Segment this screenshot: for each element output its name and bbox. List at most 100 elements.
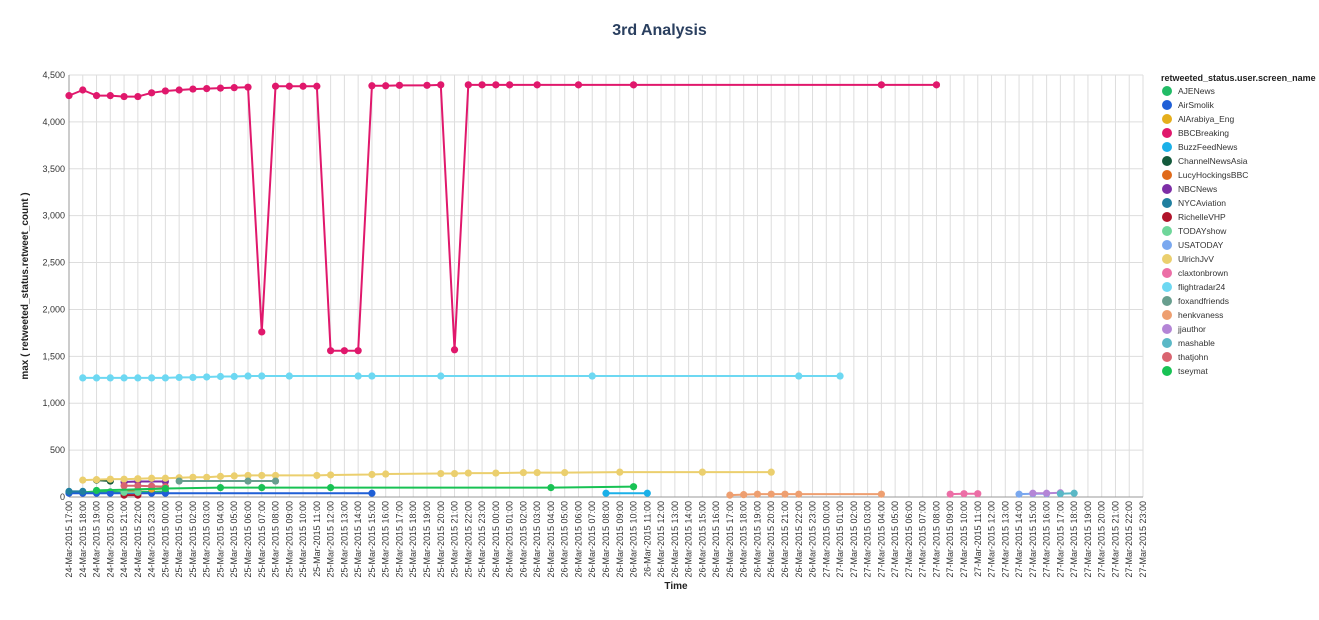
legend-item-NBCNews[interactable]: NBCNews [1162,184,1217,194]
x-tick-label: 27-Mar-2015 23:00 [1138,501,1148,578]
x-tick-label: 26-Mar-2015 21:00 [780,501,790,578]
series-flightradar24 [79,372,844,382]
x-tick-label: 26-Mar-2015 22:00 [794,501,804,578]
legend-item-AJENews[interactable]: AJENews [1162,86,1215,96]
legend-swatch [1162,128,1172,138]
x-tick-label: 26-Mar-2015 19:00 [752,501,762,578]
legend-item-foxandfriends[interactable]: foxandfriends [1162,296,1229,306]
x-tick-label: 27-Mar-2015 17:00 [1055,501,1065,578]
data-point [740,491,748,499]
data-point [616,468,624,476]
legend-item-mashable[interactable]: mashable [1162,338,1215,348]
legend-swatch [1162,170,1172,180]
data-point [588,372,596,380]
data-point [1043,489,1051,497]
series-line [124,484,166,488]
y-tick-label: 2,500 [42,258,65,268]
legend-item-BuzzFeedNews[interactable]: BuzzFeedNews [1162,142,1238,152]
x-tick-label: 27-Mar-2015 10:00 [959,501,969,578]
legend-swatch [1162,254,1172,264]
data-point [643,489,651,497]
x-tick-label: 26-Mar-2015 04:00 [546,501,556,578]
data-point [106,92,114,100]
legend-label: AirSmolik [1178,100,1215,110]
data-point [795,490,803,498]
legend-item-TODAYshow[interactable]: TODAYshow [1162,226,1227,236]
data-point [629,483,638,491]
x-tick-label: 26-Mar-2015 13:00 [670,501,680,578]
data-point [203,373,211,381]
x-tick-label: 25-Mar-2015 08:00 [271,501,281,578]
data-point [946,490,954,498]
legend-item-RichelleVHP[interactable]: RichelleVHP [1162,212,1226,222]
x-tick-label: 26-Mar-2015 15:00 [697,501,707,578]
data-point [368,470,376,479]
data-point [368,489,376,497]
legend-label: thatjohn [1178,352,1209,362]
data-point [244,477,252,485]
legend-item-LucyHockingsBBC[interactable]: LucyHockingsBBC [1162,170,1248,180]
series-BBCBreaking [65,81,941,355]
legend-item-tseymat[interactable]: tseymat [1162,366,1208,376]
data-point [354,372,362,380]
legend-item-thatjohn[interactable]: thatjohn [1162,352,1209,362]
data-point [79,487,87,495]
x-tick-label: 25-Mar-2015 21:00 [450,501,460,578]
legend-item-BBCBreaking[interactable]: BBCBreaking [1162,128,1229,138]
data-point [230,372,238,381]
data-point [726,491,734,499]
y-tick-label: 4,000 [42,117,65,127]
data-point [836,372,844,380]
data-point [506,81,514,89]
legend[interactable]: retweeted_status.user.screen_name AJENews… [1161,73,1316,376]
x-tick-label: 25-Mar-2015 22:00 [463,501,473,578]
x-tick-label: 25-Mar-2015 12:00 [326,501,336,578]
x-tick-label: 27-Mar-2015 20:00 [1097,501,1107,578]
x-tick-label: 27-Mar-2015 11:00 [973,501,983,577]
x-tick-label: 25-Mar-2015 01:00 [174,501,184,578]
series-mashable [1056,489,1078,498]
data-point [395,81,404,89]
legend-item-claxtonbrown[interactable]: claxtonbrown [1162,268,1228,278]
data-point [271,477,280,485]
x-tick-label: 25-Mar-2015 20:00 [436,501,446,578]
legend-item-flightradar24[interactable]: flightradar24 [1162,282,1226,292]
data-point [423,81,431,89]
x-tick-label: 27-Mar-2015 08:00 [931,501,941,578]
x-tick-label: 27-Mar-2015 15:00 [1028,501,1038,578]
legend-item-UlrichJvV[interactable]: UlrichJvV [1162,254,1214,264]
data-point [464,469,472,477]
data-point [120,374,128,382]
legend-item-USATODAY[interactable]: USATODAY [1162,240,1224,250]
chart-title: 3rd Analysis [612,22,707,39]
data-point [244,83,252,91]
legend-item-NYCAviation[interactable]: NYCAviation [1162,198,1226,208]
data-point [79,374,87,382]
data-point [368,372,376,380]
data-point [134,475,142,483]
x-tick-label: 25-Mar-2015 14:00 [353,501,363,578]
data-point [134,482,142,490]
legend-swatch [1162,240,1172,250]
data-point [175,477,183,485]
legend-item-AirSmolik[interactable]: AirSmolik [1162,100,1215,110]
data-point [340,347,348,355]
legend-item-henkvaness[interactable]: henkvaness [1162,310,1223,320]
x-tick-label: 26-Mar-2015 09:00 [615,501,625,578]
data-point [148,474,156,482]
legend-item-ChannelNewsAsia[interactable]: ChannelNewsAsia [1162,156,1248,166]
legend-item-AlArabiya_Eng[interactable]: AlArabiya_Eng [1162,114,1235,124]
data-point [271,82,280,90]
data-point [561,469,569,477]
data-point [932,81,941,89]
x-tick-label: 27-Mar-2015 21:00 [1110,501,1120,578]
data-point [92,92,101,100]
legend-item-jjauthor[interactable]: jjauthor [1162,324,1206,334]
data-point [437,372,445,380]
data-point [382,82,390,90]
series-line [68,83,937,352]
x-tick-label: 25-Mar-2015 15:00 [367,501,377,578]
data-point [148,374,156,382]
data-point [313,471,321,480]
legend-swatch [1162,142,1172,152]
